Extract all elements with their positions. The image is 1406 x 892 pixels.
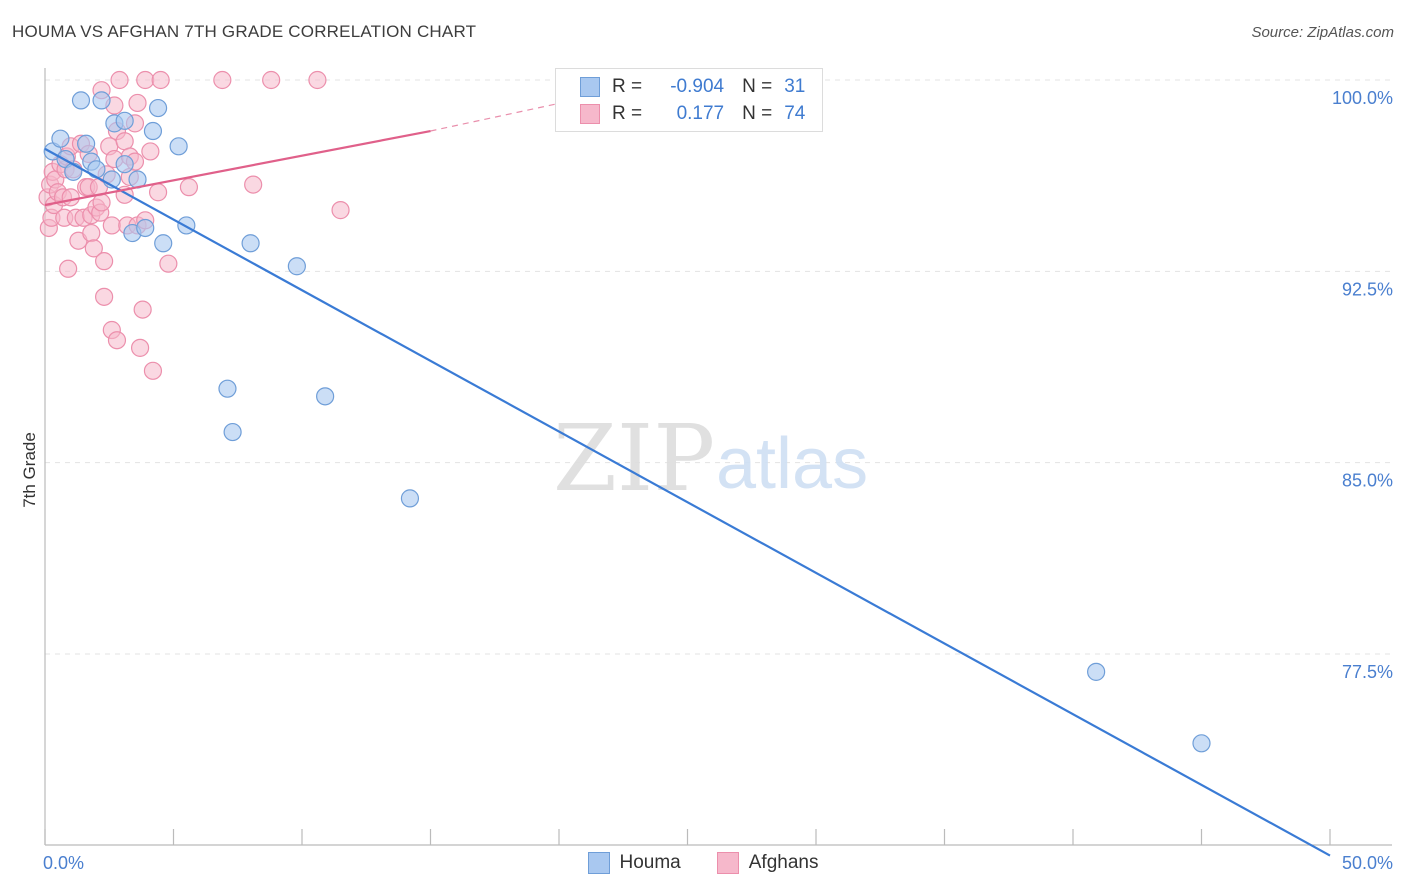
- afghan-point: [95, 287, 114, 306]
- afghan-point: [244, 175, 263, 194]
- legend-item-afghans[interactable]: Afghans: [716, 852, 819, 874]
- houma-point: [115, 155, 134, 174]
- houma-point: [287, 257, 306, 276]
- afghan-point: [61, 188, 80, 207]
- afghan-point: [102, 216, 121, 235]
- afghan-point: [84, 239, 103, 258]
- x-tick-labels: 0.0% 50.0%: [43, 853, 1393, 873]
- watermark: ZIP atlas: [553, 405, 868, 512]
- afghan-point: [308, 70, 327, 90]
- axes: [44, 68, 1392, 846]
- houma-point: [115, 111, 134, 130]
- source-credit: Source: ZipAtlas.com: [1251, 24, 1394, 41]
- afghan-point: [179, 178, 199, 197]
- afghan-point: [110, 70, 129, 90]
- afghan-n-label: N =: [742, 103, 773, 124]
- y-axis-label: 7th Grade: [20, 432, 39, 508]
- y-tick-label: 100.0%: [1332, 88, 1393, 108]
- x-tick-label: 50.0%: [1342, 853, 1393, 873]
- houma-point: [218, 379, 237, 398]
- afghan-point: [107, 331, 127, 350]
- houma-n-value: 31: [784, 76, 806, 97]
- houma-point: [223, 422, 242, 442]
- houma-point: [64, 162, 83, 181]
- series-legend: Houma Afghans: [0, 852, 1406, 874]
- houma-legend-label: Houma: [619, 852, 681, 873]
- houma-point: [71, 91, 91, 110]
- afghan-point: [331, 201, 350, 220]
- afghan-point: [159, 254, 178, 273]
- houma-point: [400, 489, 420, 508]
- houma-r-label: R =: [612, 76, 643, 97]
- houma-r-value: -0.904: [670, 76, 725, 97]
- watermark-zip: ZIP: [553, 405, 715, 512]
- afghan-point: [213, 70, 232, 90]
- afghan-point: [82, 223, 101, 243]
- y-tick-label: 77.5%: [1342, 662, 1393, 682]
- y-tick-labels: 100.0% 92.5% 85.0% 77.5%: [1332, 88, 1393, 682]
- afghan-point: [262, 70, 281, 90]
- afghan-point: [151, 70, 170, 90]
- afghan-point: [95, 252, 114, 271]
- trend-lines: [44, 97, 1331, 857]
- x-tick-label: 0.0%: [43, 853, 84, 873]
- houma-point: [136, 218, 155, 238]
- houma-point: [241, 234, 260, 253]
- afghan-legend-swatch: [716, 852, 739, 874]
- houma-point: [1192, 734, 1211, 753]
- houma-point: [1087, 662, 1106, 681]
- afghan-r-value: 0.177: [676, 103, 725, 124]
- legend-row-afghan: R = 0.177 N = 74: [580, 100, 805, 128]
- houma-swatch: [580, 77, 600, 97]
- stats-legend: R = -0.904 N = 31 R = 0.177 N = 74: [555, 68, 823, 132]
- afghan-point: [133, 300, 152, 319]
- houma-point: [143, 121, 163, 141]
- houma-point: [51, 129, 70, 148]
- legend-item-houma[interactable]: Houma: [587, 852, 681, 874]
- houma-trend-line: [44, 147, 1331, 857]
- afghan-swatch: [580, 104, 600, 124]
- houma-point: [148, 98, 168, 118]
- afghan-point: [143, 361, 163, 380]
- afghan-point: [136, 70, 155, 90]
- afghan-point: [130, 338, 150, 357]
- houma-legend-swatch: [587, 852, 610, 874]
- houma-point: [92, 91, 111, 110]
- houma-series: [43, 91, 1211, 753]
- houma-point: [154, 234, 173, 253]
- y-tick-label: 92.5%: [1342, 279, 1393, 299]
- chart-title: HOUMA VS AFGHAN 7TH GRADE CORRELATION CH…: [12, 22, 477, 41]
- afghan-legend-label: Afghans: [748, 852, 819, 873]
- afghan-point: [92, 193, 111, 212]
- watermark-atlas: atlas: [716, 424, 868, 504]
- afghan-trend-extension: [430, 97, 585, 132]
- legend-row-houma: R = -0.904 N = 31: [580, 73, 805, 101]
- houma-point: [169, 137, 188, 156]
- y-tick-label: 85.0%: [1342, 471, 1393, 491]
- afghan-r-label: R =: [612, 103, 643, 124]
- afghan-point: [128, 93, 147, 113]
- afghan-point: [141, 142, 160, 161]
- houma-n-label: N =: [742, 76, 773, 97]
- afghan-point: [148, 183, 168, 202]
- afghan-trend-line: [44, 129, 431, 207]
- afghan-point: [115, 132, 134, 151]
- houma-point: [77, 134, 96, 153]
- afghan-n-value: 74: [784, 103, 806, 124]
- afghan-point: [59, 259, 78, 278]
- houma-point: [87, 160, 106, 179]
- houma-point: [316, 387, 335, 406]
